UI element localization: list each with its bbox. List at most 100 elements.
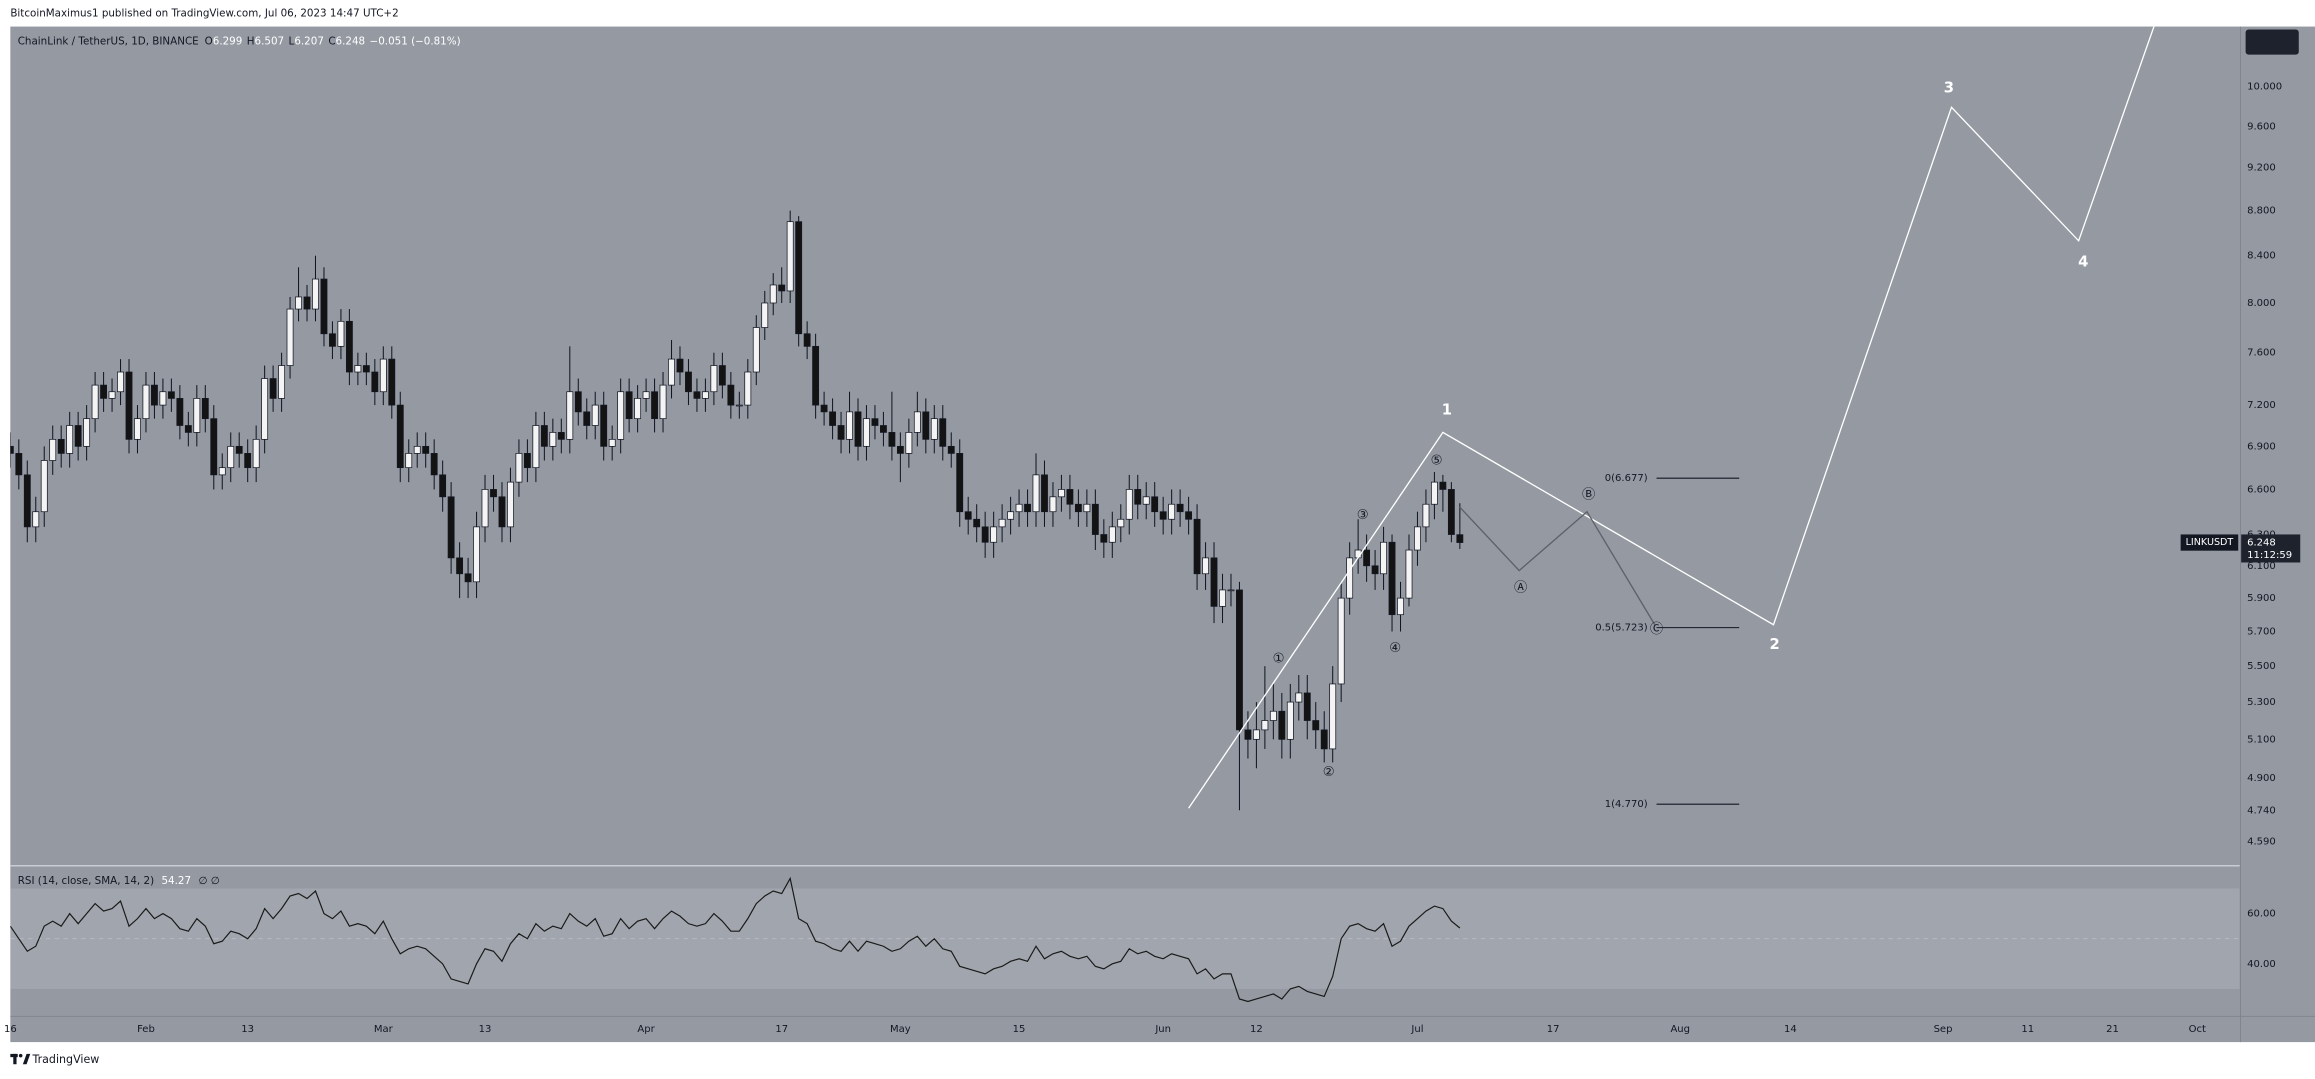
candle-body [1041, 474, 1048, 513]
candle-body [473, 526, 480, 583]
candle-body [286, 308, 294, 366]
ohlc-value: 6.248 [336, 35, 366, 47]
candle-body [744, 371, 752, 406]
candle-body [1210, 557, 1218, 607]
candle-body [1015, 503, 1023, 513]
candle-body [778, 284, 786, 292]
x-tick-label: Sep [1934, 1024, 1953, 1035]
y-tick-label: 6.100 [2247, 561, 2276, 572]
candle-body [515, 453, 523, 483]
candle-body [481, 489, 489, 528]
y-tick-label: 7.200 [2247, 400, 2276, 411]
candle-body [1032, 474, 1040, 513]
y-tick-label: 8.000 [2247, 298, 2276, 309]
y-tick-label: 5.500 [2247, 661, 2276, 672]
ohlc-value: 6.507 [255, 35, 285, 47]
candle-body [795, 221, 803, 335]
fib-level-label: 0(6.677) [1605, 473, 1648, 484]
candle-body [218, 467, 226, 476]
candle-body [1007, 511, 1015, 520]
x-tick-label: 12 [1250, 1024, 1263, 1035]
candle-body [1414, 526, 1421, 551]
ohlc-key: H [247, 35, 255, 47]
candle-body [447, 496, 455, 559]
candle-body [786, 221, 794, 292]
candle-body [812, 345, 820, 406]
candle-body [1066, 489, 1074, 505]
x-tick-label: Apr [637, 1024, 655, 1035]
candle-body [990, 526, 998, 543]
candle-body [252, 438, 260, 469]
candle-body [1058, 489, 1065, 498]
x-tick-label: Aug [1670, 1024, 1690, 1035]
candle-body [846, 411, 853, 440]
candle-body [973, 518, 981, 528]
candle-body [523, 453, 531, 469]
candle-body [244, 453, 252, 469]
candle-body [1024, 503, 1031, 513]
candle-body [947, 445, 955, 454]
y-tick-label: 5.300 [2247, 697, 2276, 708]
x-tick-label: Mar [374, 1024, 394, 1035]
candle-body [1219, 589, 1226, 607]
logo-slash [22, 1053, 31, 1065]
candle-body [151, 384, 158, 406]
candle-body [803, 333, 811, 347]
wave-label: 3 [1944, 80, 1954, 97]
y-tick-label: 9.200 [2247, 163, 2276, 174]
candle-body [930, 418, 938, 440]
candle-body [1388, 541, 1396, 616]
candle-body [913, 411, 921, 433]
symbol-tag-box [2180, 534, 2239, 551]
candle-body [32, 511, 40, 528]
y-tick-label: 4.740 [2247, 805, 2276, 816]
candle-body [1337, 597, 1345, 685]
candle-body [40, 460, 48, 513]
candle-body [1439, 481, 1447, 490]
candle-body [413, 445, 421, 454]
candle-body [1134, 489, 1142, 505]
candle-body [100, 384, 107, 399]
y-tick-label: 8.400 [2247, 251, 2276, 262]
candle-body [1405, 549, 1413, 599]
candle-body [702, 391, 709, 399]
candle-body [820, 404, 828, 413]
rsi-legend: RSI (14, close, SMA, 14, 2) 54.27 ∅ ∅ [18, 875, 220, 887]
wave-projection [1188, 26, 2155, 809]
candle-body [269, 378, 277, 399]
candle-body [642, 391, 650, 399]
candle-body [507, 481, 514, 528]
candle-body [1176, 503, 1184, 513]
y-tick-label: 10.000 [2247, 82, 2282, 93]
x-tick-label: Oct [2189, 1024, 2206, 1035]
candle-body [608, 438, 616, 447]
x-tick-label: 13 [241, 1024, 254, 1035]
candle-body [600, 404, 608, 447]
candle-body [66, 425, 74, 454]
candle-body [227, 445, 235, 469]
candle-body [676, 358, 684, 373]
candle-body [557, 432, 565, 440]
footer-logo [10, 1053, 31, 1065]
candle-body [91, 384, 99, 420]
symbol-name: ChainLink / TetherUS, 1D, BINANCE [18, 35, 199, 47]
candle-body [210, 418, 218, 476]
candle-body [295, 296, 302, 310]
candle-body [1108, 526, 1116, 543]
candle-body [74, 425, 82, 447]
candle-body [837, 425, 845, 440]
published-note: BitcoinMaximus1 published on TradingView… [10, 7, 398, 19]
candle-body [1125, 489, 1133, 520]
candle-body [117, 371, 124, 393]
candle-body [303, 296, 311, 310]
sub-wave-label: ⑤ [1431, 454, 1443, 469]
candle-body [863, 418, 870, 447]
y-tick-label: 5.700 [2247, 627, 2276, 638]
candle-body [922, 411, 930, 440]
x-tick-label: 16 [4, 1024, 17, 1035]
toolbar-button[interactable] [2245, 29, 2299, 55]
candle-body [134, 418, 141, 440]
x-tick-label: Jul [1410, 1024, 1423, 1035]
candle-body [956, 453, 964, 513]
candle-body [159, 391, 167, 406]
